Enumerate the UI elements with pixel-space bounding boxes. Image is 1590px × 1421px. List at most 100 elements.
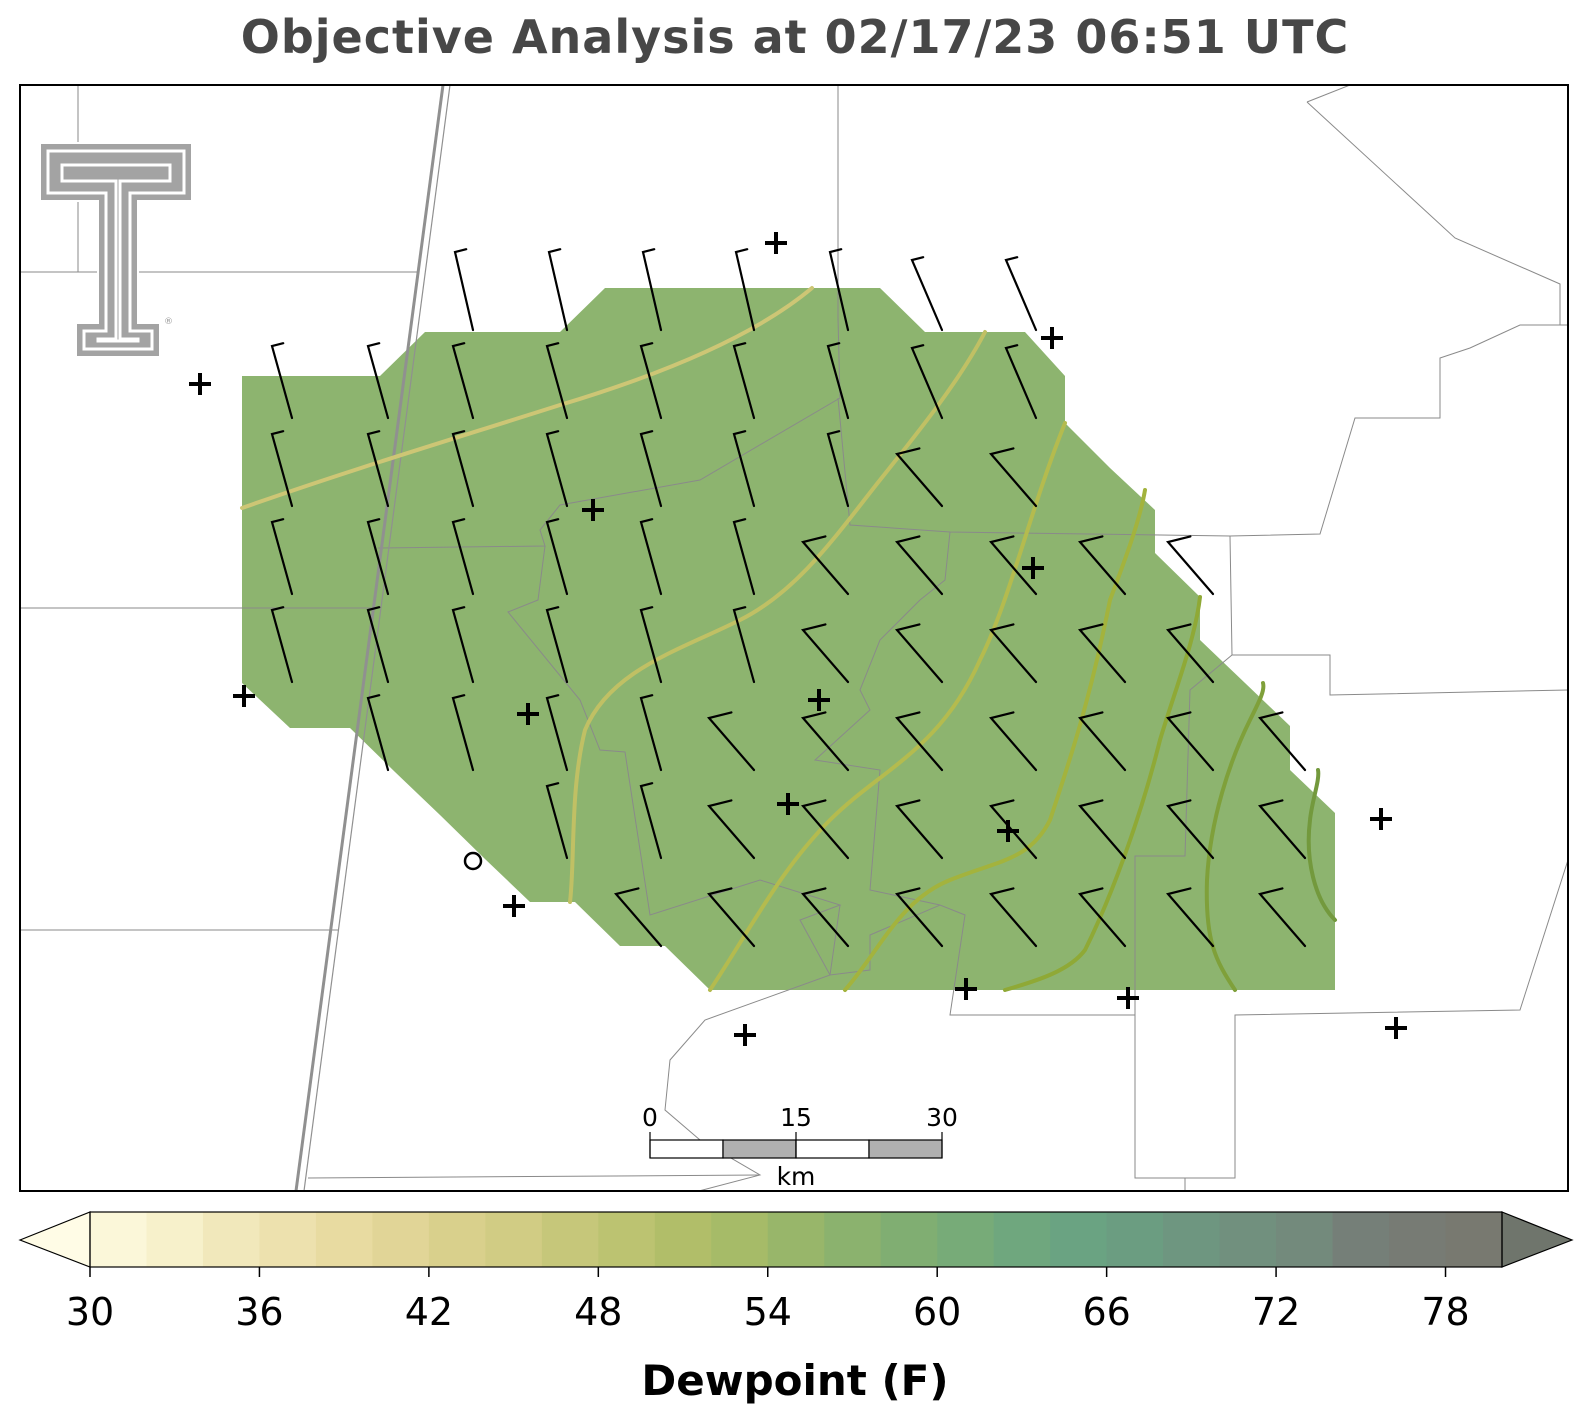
wind-barb	[451, 518, 475, 596]
scalebar-unit: km	[776, 1162, 816, 1191]
missing-wind-marker	[997, 820, 1019, 842]
wind-barb	[1165, 887, 1215, 948]
wind-barb	[910, 344, 944, 420]
wind-barb	[545, 430, 569, 508]
wind-barb	[706, 887, 756, 948]
wind-barb	[1257, 887, 1307, 948]
colorbar-segment	[541, 1212, 599, 1267]
colorbar-segment	[259, 1212, 317, 1267]
wind-barb	[639, 430, 663, 508]
missing-wind-marker	[808, 689, 830, 711]
colorbar-segment	[1219, 1212, 1277, 1267]
wind-barb	[1165, 623, 1215, 684]
wind-barb	[545, 694, 569, 772]
colorbar-tick-label: 78	[1421, 1290, 1470, 1334]
wind-barb	[1165, 535, 1215, 596]
colorbar-segment	[428, 1212, 486, 1267]
missing-wind-marker	[517, 703, 539, 725]
wind-barb	[706, 711, 756, 772]
colorbar-tick-label: 72	[1251, 1290, 1301, 1334]
wind-barb	[894, 623, 944, 684]
colorbar-segment	[372, 1212, 430, 1267]
colorbar-segment	[654, 1212, 712, 1267]
wind-barb	[732, 606, 756, 684]
analysis-map: ®	[19, 84, 1569, 1192]
colorbar-segment	[1276, 1212, 1334, 1267]
colorbar-tick-label: 54	[743, 1290, 792, 1334]
wind-barb	[613, 887, 663, 948]
wind-barb	[800, 887, 850, 948]
missing-wind-marker	[503, 895, 525, 917]
wind-barb	[988, 623, 1038, 684]
colorbar-extend-low	[18, 1211, 91, 1268]
wind-barb	[1077, 711, 1127, 772]
colorbar-extend-high	[1501, 1211, 1574, 1268]
wind-barb	[639, 782, 663, 860]
wind-barb	[894, 711, 944, 772]
wind-barb	[732, 342, 756, 420]
colorbar-tick-label: 42	[404, 1290, 454, 1334]
svg-text:®: ®	[164, 317, 173, 327]
wind-barb	[639, 342, 663, 420]
colorbar-label: Dewpoint (F)	[641, 1356, 949, 1405]
missing-wind-marker	[765, 232, 787, 254]
station-markers	[189, 232, 1407, 1046]
wind-barb	[988, 535, 1038, 596]
wind-barb	[894, 799, 944, 860]
wind-barb	[894, 447, 944, 508]
colorbar-tick-label: 66	[1082, 1290, 1131, 1334]
wind-barbs	[270, 248, 1307, 948]
wind-barb	[1165, 711, 1215, 772]
wind-barb	[641, 248, 663, 332]
wind-barb	[270, 430, 294, 508]
wind-barb	[451, 694, 475, 772]
scalebar-label-15: 15	[780, 1103, 812, 1132]
wind-barb	[734, 248, 756, 332]
colorbar-segment	[485, 1212, 543, 1267]
colorbar-segment	[993, 1212, 1051, 1267]
wind-barb	[1077, 623, 1127, 684]
calm-wind-circle	[463, 851, 483, 871]
wind-barb	[1257, 799, 1307, 860]
wind-barb	[451, 342, 475, 420]
colorbar-segment	[1389, 1212, 1447, 1267]
colorbar-tick-label: 60	[913, 1290, 962, 1334]
wind-barb	[366, 518, 390, 596]
colorbar-segment	[1050, 1212, 1108, 1267]
wind-barb	[545, 342, 569, 420]
texas-tech-double-t-logo: ®	[39, 142, 193, 358]
wind-barb	[826, 342, 850, 420]
wind-barb	[988, 447, 1038, 508]
colorbar-segment	[598, 1212, 656, 1267]
colorbar-segment	[711, 1212, 769, 1267]
colorbar-segment	[1106, 1212, 1164, 1267]
missing-wind-marker	[582, 499, 604, 521]
colorbar-segment	[202, 1212, 261, 1267]
colorbar-segment	[1163, 1212, 1221, 1267]
scalebar-label-30: 30	[926, 1103, 958, 1132]
wind-barb	[828, 248, 850, 332]
wind-barb	[1077, 799, 1127, 860]
colorbar-segment	[937, 1212, 995, 1267]
wind-barb	[826, 430, 850, 508]
scalebar-label-0: 0	[642, 1103, 658, 1132]
wind-barb	[732, 518, 756, 596]
wind-barb	[366, 342, 390, 420]
wind-barb	[894, 887, 944, 948]
wind-barb	[1257, 711, 1307, 772]
wind-barb	[451, 606, 475, 684]
scale-bar	[649, 1132, 943, 1159]
wind-barb	[1165, 799, 1215, 860]
colorbar-outline	[89, 1211, 1503, 1268]
colorbar-segment	[315, 1212, 373, 1267]
colorbar-segment	[90, 1212, 148, 1267]
wind-barb	[451, 430, 475, 508]
dewpoint-contours	[240, 286, 1337, 992]
wind-barb	[800, 535, 850, 596]
wind-barb	[545, 606, 569, 684]
colorbar-segment	[1332, 1212, 1390, 1267]
missing-wind-marker	[189, 373, 211, 395]
wind-barb	[545, 518, 569, 596]
wind-barb	[800, 799, 850, 860]
